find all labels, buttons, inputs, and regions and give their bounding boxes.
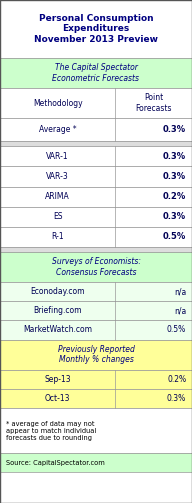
Text: * average of data may not
appear to match individual
forecasts due to rounding: * average of data may not appear to matc… [6,421,96,441]
Text: 0.2%: 0.2% [163,192,186,201]
Bar [0,58,192,88]
Bar [0,389,192,408]
Text: VAR-3: VAR-3 [46,172,69,181]
Bar [0,282,192,301]
Bar [0,166,192,187]
Bar [0,453,192,472]
Text: Surveys of Economists:
Consensus Forecasts: Surveys of Economists: Consensus Forecas… [51,258,141,277]
Bar [0,301,192,320]
Text: 0.2%: 0.2% [167,375,186,384]
Bar [0,320,192,340]
Text: 0.3%: 0.3% [163,152,186,161]
Text: 0.3%: 0.3% [167,394,186,403]
Text: Oct-13: Oct-13 [45,394,70,403]
Text: Source: CapitalSpectator.com: Source: CapitalSpectator.com [6,460,104,466]
Bar [0,227,192,247]
Text: Briefing.com: Briefing.com [33,306,82,315]
Bar [0,207,192,227]
Text: 0.5%: 0.5% [163,232,186,241]
Text: Sep-13: Sep-13 [44,375,71,384]
Bar [0,141,192,146]
Text: ARIMA: ARIMA [45,192,70,201]
Bar [0,370,192,389]
Text: 0.3%: 0.3% [163,172,186,181]
Bar [0,187,192,207]
Bar [0,408,192,453]
Bar [0,146,192,166]
Bar [0,252,192,282]
Text: MarketWatch.com: MarketWatch.com [23,325,92,334]
Text: Point
Forecasts: Point Forecasts [135,94,172,113]
Text: 0.5%: 0.5% [167,325,186,334]
Text: R-1: R-1 [51,232,64,241]
Bar [0,340,192,370]
Text: Econoday.com: Econoday.com [30,287,85,296]
Bar [0,118,192,141]
Text: 0.3%: 0.3% [163,212,186,221]
Text: Methodology: Methodology [33,99,82,108]
Text: n/a: n/a [174,306,186,315]
Text: Personal Consumption
Expenditures
November 2013 Preview: Personal Consumption Expenditures Novemb… [34,14,158,44]
Text: The Capital Spectator
Econometric Forecasts: The Capital Spectator Econometric Foreca… [52,63,140,82]
Text: 0.3%: 0.3% [163,125,186,134]
Bar [0,247,192,252]
Text: Average *: Average * [39,125,76,134]
Text: ES: ES [53,212,62,221]
Bar [0,0,192,58]
Text: n/a: n/a [174,287,186,296]
Text: VAR-1: VAR-1 [46,152,69,161]
Text: Previously Reported
Monthly % changes: Previously Reported Monthly % changes [58,345,134,364]
Bar [0,88,192,118]
